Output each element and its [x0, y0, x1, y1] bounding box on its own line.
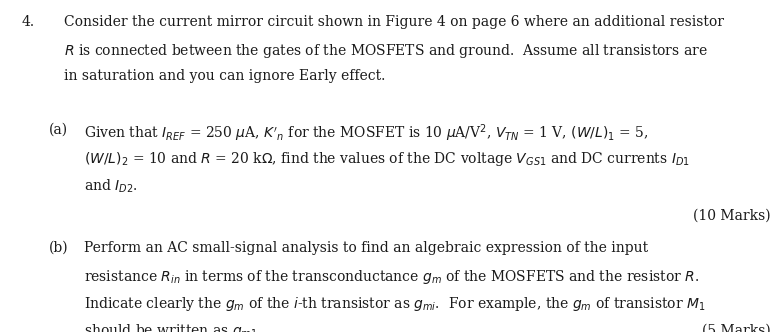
Text: Indicate clearly the $g_m$ of the $i$-th transistor as $g_{mi}$.  For example, t: Indicate clearly the $g_m$ of the $i$-th… [84, 295, 706, 313]
Text: should be written as $g_{m1}$.: should be written as $g_{m1}$. [84, 322, 262, 332]
Text: (b): (b) [48, 241, 68, 255]
Text: 4.: 4. [22, 15, 35, 29]
Text: and $I_{D2}$.: and $I_{D2}$. [84, 177, 138, 195]
Text: $R$ is connected between the gates of the MOSFETS and ground.  Assume all transi: $R$ is connected between the gates of th… [64, 42, 708, 60]
Text: (a): (a) [48, 123, 67, 137]
Text: $(W/L)_2$ = 10 and $R$ = 20 k$\Omega$, find the values of the DC voltage $V_{GS1: $(W/L)_2$ = 10 and $R$ = 20 k$\Omega$, f… [84, 150, 691, 168]
Text: in saturation and you can ignore Early effect.: in saturation and you can ignore Early e… [64, 69, 386, 83]
Text: Given that $I_{REF}$ = 250 $\mu$A, $K'_n$ for the MOSFET is 10 $\mu$A/V$^2$, $V_: Given that $I_{REF}$ = 250 $\mu$A, $K'_n… [84, 123, 649, 144]
Text: (10 Marks): (10 Marks) [693, 209, 770, 223]
Text: resistance $R_{in}$ in terms of the transconductance $g_m$ of the MOSFETS and th: resistance $R_{in}$ in terms of the tran… [84, 268, 700, 286]
Text: Perform an AC small-signal analysis to find an algebraic expression of the input: Perform an AC small-signal analysis to f… [84, 241, 648, 255]
Text: Consider the current mirror circuit shown in Figure 4 on page 6 where an additio: Consider the current mirror circuit show… [64, 15, 724, 29]
Text: (5 Marks): (5 Marks) [701, 324, 770, 332]
